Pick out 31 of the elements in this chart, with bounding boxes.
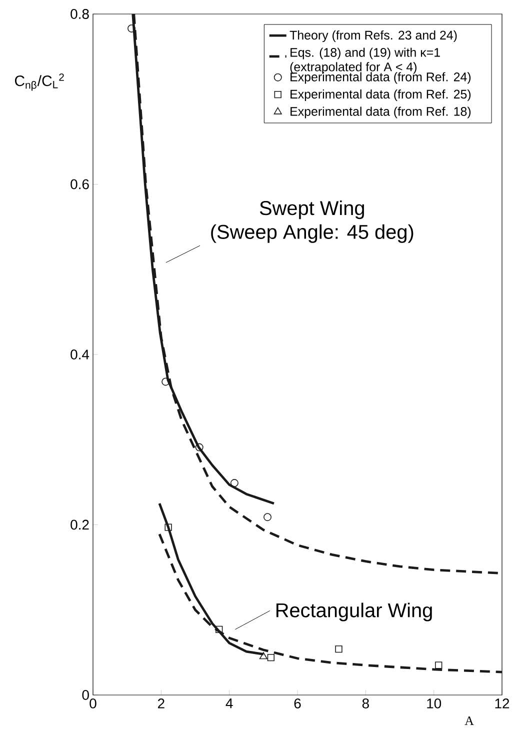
y-tick-label: 0.6 — [70, 179, 89, 190]
y-tick-label: 0.2 — [70, 520, 89, 530]
legend-label: Theory (from Refs. 23 and 24) — [290, 30, 457, 42]
x-tick-label: 10 — [427, 698, 442, 708]
point — [195, 443, 204, 452]
point — [230, 479, 238, 488]
annotation: (Sweep Angle: 45 deg) — [211, 224, 414, 243]
x-axis-title: A — [464, 716, 474, 726]
y-axis-title: C$_{nβ}$/C$_{L}$2 — [15, 73, 64, 91]
annotation: Swept Wing — [260, 200, 364, 220]
legend-label: Experimental data (from Ref. 25) — [290, 89, 471, 102]
x-tick-label: 6 — [294, 698, 301, 708]
legend-label: Experimental data (from Ref. 24) — [290, 72, 471, 84]
point — [128, 24, 136, 32]
point — [164, 524, 172, 531]
point — [335, 645, 342, 653]
annotation: Rectangular Wing — [276, 602, 432, 622]
x-tick-label: 2 — [158, 698, 164, 708]
y-tick-label: 0 — [82, 690, 89, 700]
point — [259, 652, 268, 660]
x-tick-label: 4 — [226, 698, 233, 708]
point — [216, 626, 223, 634]
point — [435, 662, 442, 669]
x-tick-label: 0 — [90, 698, 96, 708]
legend-label: Experimental data (from Ref. 18) — [290, 106, 471, 118]
y-tick-label: 0.4 — [70, 350, 90, 360]
point — [264, 513, 272, 522]
y-tick-label: 0.8 — [70, 9, 89, 19]
x-tick-label: 8 — [362, 698, 369, 708]
x-tick-label: 12 — [495, 698, 510, 708]
point — [267, 654, 275, 662]
